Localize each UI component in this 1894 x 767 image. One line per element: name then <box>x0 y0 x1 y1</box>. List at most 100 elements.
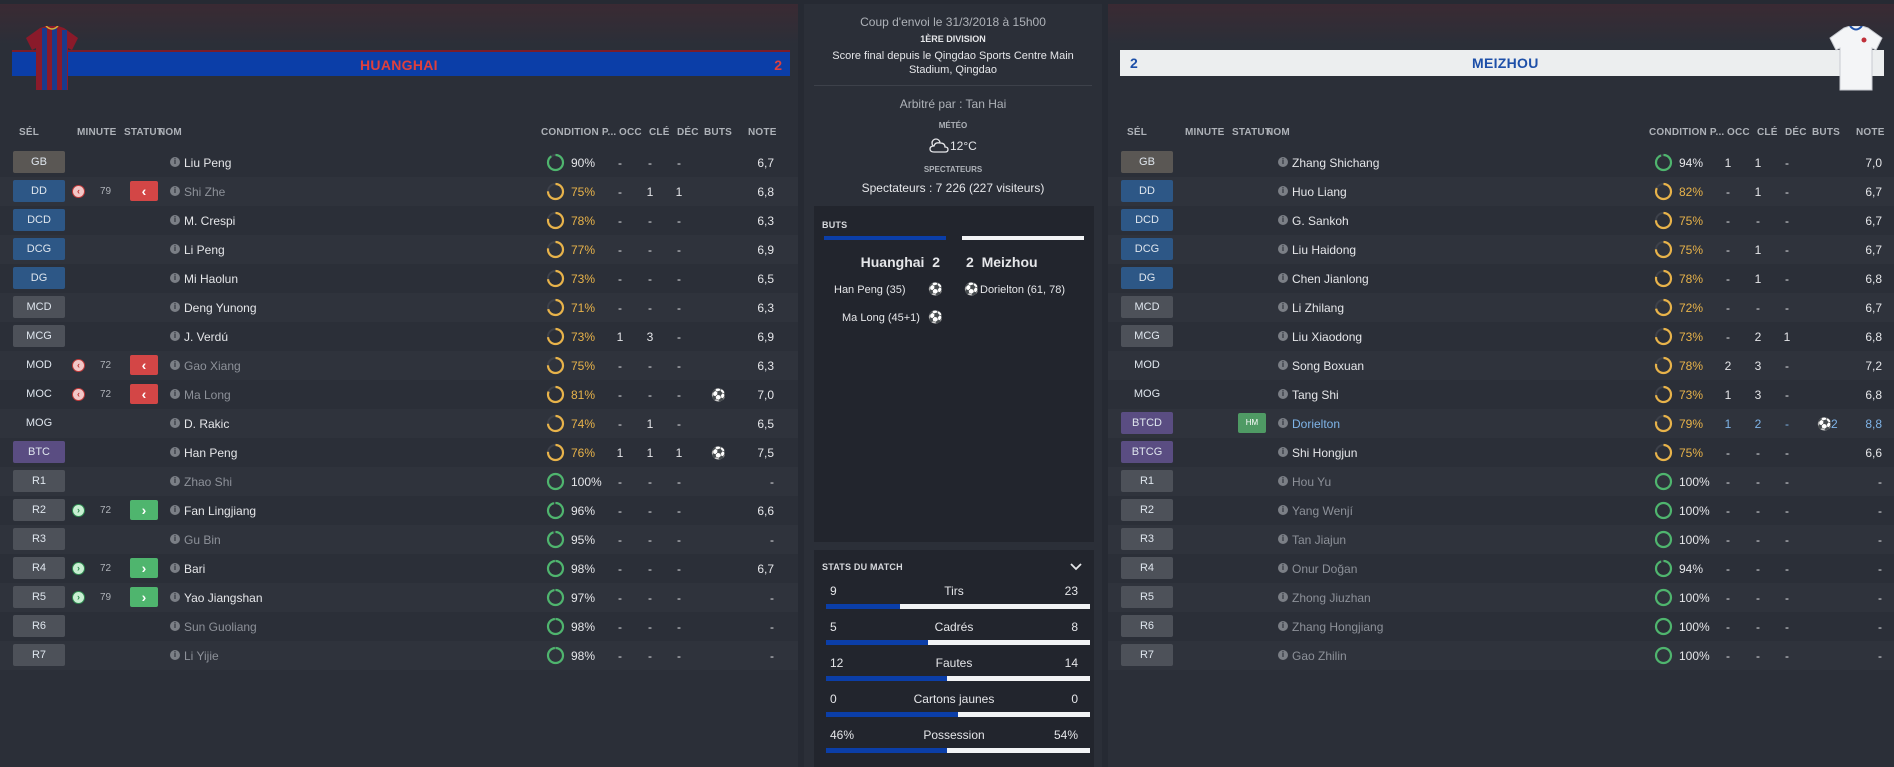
column-header-cle[interactable]: CLÉ <box>649 127 670 138</box>
player-name[interactable]: Ma Long <box>184 388 231 402</box>
player-name[interactable]: Shi Hongjun <box>1292 446 1358 460</box>
info-icon[interactable]: i <box>170 244 180 254</box>
info-icon[interactable]: i <box>170 621 180 631</box>
player-row[interactable]: R3 i Gu Bin 95% - - - - <box>0 525 798 554</box>
info-icon[interactable]: i <box>170 505 180 515</box>
position-badge[interactable]: MCD <box>1121 296 1173 318</box>
info-icon[interactable]: i <box>170 360 180 370</box>
chevron-down-icon[interactable] <box>1070 562 1082 572</box>
position-badge[interactable]: R5 <box>13 586 65 608</box>
info-icon[interactable]: i <box>170 215 180 225</box>
player-row[interactable]: R7 i Li Yijie 98% - - - - <box>0 641 798 670</box>
info-icon[interactable]: i <box>1278 563 1288 573</box>
info-icon[interactable]: i <box>170 476 180 486</box>
position-badge[interactable]: BTC <box>13 441 65 463</box>
position-badge[interactable]: GB <box>1121 151 1173 173</box>
player-name[interactable]: Liu Peng <box>184 156 232 170</box>
column-header-cle[interactable]: CLÉ <box>1757 127 1778 138</box>
position-badge[interactable]: R2 <box>13 499 65 521</box>
position-badge[interactable]: DCG <box>1121 238 1173 260</box>
info-icon[interactable]: i <box>1278 592 1288 602</box>
player-row[interactable]: MCG i Liu Xiaodong 73% - 2 1 6,8 <box>1108 322 1894 351</box>
player-row[interactable]: DG i Chen Jianlong 78% - 1 - 6,8 <box>1108 264 1894 293</box>
info-icon[interactable]: i <box>170 157 180 167</box>
player-row[interactable]: R1 i Zhao Shi 100% - - - - <box>0 467 798 496</box>
position-badge[interactable]: R2 <box>1121 499 1173 521</box>
position-badge[interactable]: R4 <box>1121 557 1173 579</box>
position-badge[interactable]: DCG <box>13 238 65 260</box>
player-name[interactable]: Yang Wenjí <box>1292 504 1353 518</box>
player-row[interactable]: DCG i Liu Haidong 75% - 1 - 6,7 <box>1108 235 1894 264</box>
info-icon[interactable]: i <box>1278 418 1288 428</box>
player-row[interactable]: R4 i Onur Doğan 94% - - - - <box>1108 554 1894 583</box>
position-badge[interactable]: R3 <box>1121 528 1173 550</box>
column-header-buts[interactable]: BUTS <box>1812 127 1841 138</box>
player-row[interactable]: MOD ‹ 72 ‹ i Gao Xiang 75% - - - 6,3 <box>0 351 798 380</box>
position-badge[interactable]: BTCG <box>1121 441 1173 463</box>
position-badge[interactable]: R1 <box>1121 470 1173 492</box>
info-icon[interactable]: i <box>1278 505 1288 515</box>
position-badge[interactable]: MOD <box>26 359 52 371</box>
info-icon[interactable]: i <box>1278 215 1288 225</box>
position-badge[interactable]: R6 <box>1121 615 1173 637</box>
player-row[interactable]: DCD i G. Sankoh 75% - - - 6,7 <box>1108 206 1894 235</box>
player-row[interactable]: DD i Huo Liang 82% - 1 - 6,7 <box>1108 177 1894 206</box>
player-name[interactable]: Zhong Jiuzhan <box>1292 591 1371 605</box>
position-badge[interactable]: R5 <box>1121 586 1173 608</box>
info-icon[interactable]: i <box>1278 447 1288 457</box>
position-badge[interactable]: DD <box>1121 180 1173 202</box>
position-badge[interactable]: DCD <box>13 209 65 231</box>
player-row[interactable]: DCD i M. Crespi 78% - - - 6,3 <box>0 206 798 235</box>
position-badge[interactable]: DD <box>13 180 65 202</box>
player-name[interactable]: Tang Shi <box>1292 388 1339 402</box>
player-row[interactable]: GB i Zhang Shichang 94% 1 1 - 7,0 <box>1108 148 1894 177</box>
player-name[interactable]: Li Zhilang <box>1292 301 1345 315</box>
player-row[interactable]: R5 › 79 › i Yao Jiangshan 97% - - - - <box>0 583 798 612</box>
player-name[interactable]: Sun Guoliang <box>184 620 257 634</box>
position-badge[interactable]: DG <box>1121 267 1173 289</box>
player-row[interactable]: DCG i Li Peng 77% - - - 6,9 <box>0 235 798 264</box>
position-badge[interactable]: R7 <box>13 644 65 666</box>
position-badge[interactable]: R4 <box>13 557 65 579</box>
player-name[interactable]: D. Rakic <box>184 417 230 431</box>
position-badge[interactable]: MOG <box>1133 388 1161 400</box>
column-header-dec[interactable]: DÉC <box>677 127 699 138</box>
info-icon[interactable]: i <box>1278 302 1288 312</box>
player-row[interactable]: R4 › 72 › i Bari 98% - - - 6,7 <box>0 554 798 583</box>
player-row[interactable]: MOD i Song Boxuan 78% 2 3 - 7,2 <box>1108 351 1894 380</box>
player-row[interactable]: BTCG i Shi Hongjun 75% - - - 6,6 <box>1108 438 1894 467</box>
info-icon[interactable]: i <box>1278 331 1288 341</box>
info-icon[interactable]: i <box>170 447 180 457</box>
info-icon[interactable]: i <box>1278 621 1288 631</box>
player-name[interactable]: Yao Jiangshan <box>184 591 263 605</box>
position-badge[interactable]: MCG <box>1121 325 1173 347</box>
player-name[interactable]: Zhao Shi <box>184 475 233 489</box>
player-name[interactable]: J. Verdú <box>184 330 229 344</box>
position-badge[interactable]: R1 <box>13 470 65 492</box>
position-badge[interactable]: MCD <box>13 296 65 318</box>
info-icon[interactable]: i <box>170 592 180 602</box>
position-badge[interactable]: MOG <box>25 417 53 429</box>
column-header-note[interactable]: NOTE <box>1856 127 1885 138</box>
position-badge[interactable]: MOC <box>26 388 52 400</box>
player-row[interactable]: R6 i Zhang Hongjiang 100% - - - - <box>1108 612 1894 641</box>
info-icon[interactable]: i <box>170 534 180 544</box>
player-row[interactable]: GB i Liu Peng 90% - - - 6,7 <box>0 148 798 177</box>
column-header-occ[interactable]: OCC <box>1727 127 1750 138</box>
player-name[interactable]: Chen Jianlong <box>1292 272 1369 286</box>
position-badge[interactable]: R7 <box>1121 644 1173 666</box>
info-icon[interactable]: i <box>170 302 180 312</box>
player-row[interactable]: BTC i Han Peng 76% 1 1 1 ⚽ 7,5 <box>0 438 798 467</box>
player-name[interactable]: Tan Jiajun <box>1292 533 1347 547</box>
position-badge[interactable]: R3 <box>13 528 65 550</box>
info-icon[interactable]: i <box>170 563 180 573</box>
player-row[interactable]: MCD i Deng Yunong 71% - - - 6,3 <box>0 293 798 322</box>
player-row[interactable]: R2 › 72 › i Fan Lingjiang 96% - - - 6,6 <box>0 496 798 525</box>
player-row[interactable]: DD ‹ 79 ‹ i Shi Zhe 75% - 1 1 6,8 <box>0 177 798 206</box>
position-badge[interactable]: DCD <box>1121 209 1173 231</box>
player-row[interactable]: R2 i Yang Wenjí 100% - - - - <box>1108 496 1894 525</box>
column-header-minute[interactable]: MINUTE <box>77 127 117 138</box>
column-header-minute[interactable]: MINUTE <box>1185 127 1225 138</box>
player-row[interactable]: DG i Mi Haolun 73% - - - 6,5 <box>0 264 798 293</box>
player-name[interactable]: Liu Haidong <box>1292 243 1357 257</box>
